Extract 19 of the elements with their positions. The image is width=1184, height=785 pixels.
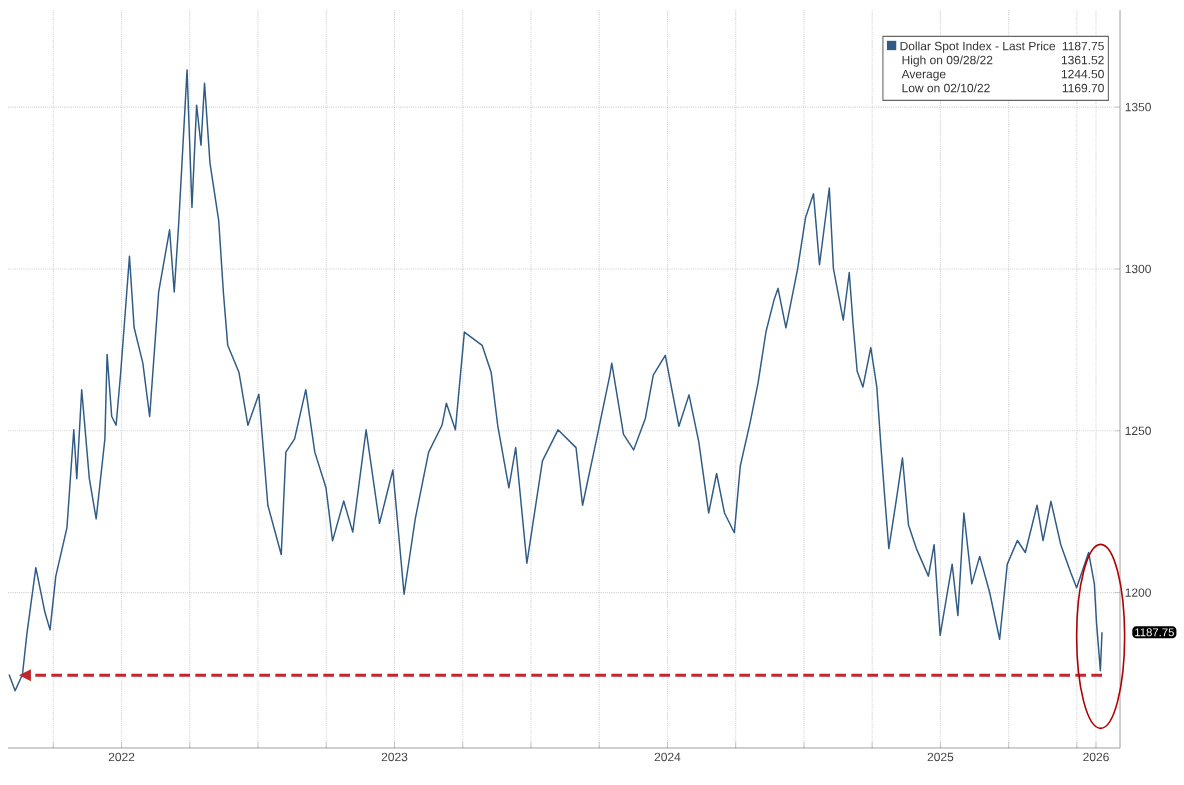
annotation: Average [901, 69, 946, 81]
legend-label: Dollar Spot Index - Last Price [900, 41, 1056, 53]
x-tick-label: 2024 [654, 752, 681, 762]
y-tick-label: 1350 [1125, 102, 1151, 112]
line-series [8, 69, 1103, 692]
annotation: High on 09/28/22 [902, 55, 993, 67]
annotation: 1169.70 [1062, 83, 1104, 93]
annotation: Low on 02/10/22 [902, 83, 990, 93]
y-tick-label: 1300 [1125, 264, 1151, 274]
y-tick-label: 1250 [1125, 426, 1151, 436]
annotation: 1187.75 [1135, 628, 1174, 637]
x-tick-label: 2026 [1083, 752, 1109, 762]
x-tick-label: 2023 [381, 752, 408, 762]
annotation: 1187.75 [1062, 41, 1104, 51]
x-tick-label: 2025 [927, 752, 954, 762]
x-tick-label: 2022 [108, 752, 135, 762]
annotation: 1244.50 [1061, 69, 1104, 79]
y-tick-label: 1200 [1125, 588, 1151, 597]
annotation: 1361.52 [1061, 55, 1104, 65]
